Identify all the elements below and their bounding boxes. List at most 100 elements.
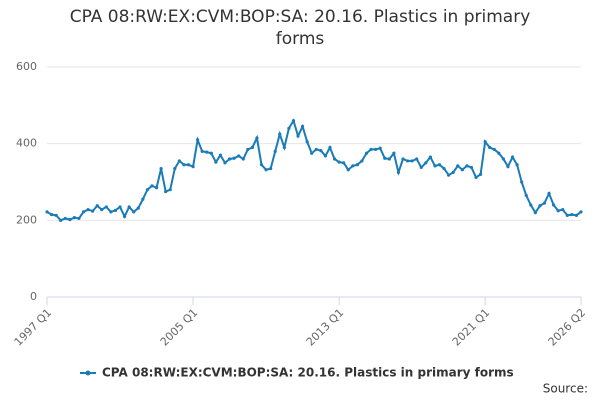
- point: [72, 216, 76, 220]
- y-tick-label: 200: [16, 213, 37, 226]
- point: [497, 151, 501, 155]
- point: [136, 206, 140, 210]
- y-tick-label: 400: [16, 137, 37, 150]
- point: [437, 163, 442, 167]
- point: [410, 159, 414, 163]
- point: [118, 205, 122, 209]
- x-tick-label: 2005 Q1: [158, 306, 201, 349]
- point: [374, 147, 378, 152]
- point: [401, 157, 405, 161]
- point: [241, 157, 245, 161]
- point: [132, 210, 136, 214]
- point: [533, 211, 537, 215]
- point: [81, 210, 86, 214]
- point: [538, 204, 542, 208]
- point: [510, 155, 515, 159]
- point: [49, 212, 54, 217]
- point: [186, 163, 191, 167]
- source: Source:: [543, 382, 588, 396]
- point: [200, 149, 204, 153]
- point: [68, 217, 72, 222]
- point: [237, 154, 241, 158]
- point: [428, 155, 432, 159]
- point: [91, 209, 95, 213]
- point: [45, 210, 49, 214]
- point: [474, 175, 478, 179]
- point: [360, 159, 364, 163]
- point: [159, 166, 163, 171]
- point: [122, 214, 127, 219]
- point: [319, 148, 323, 153]
- y-tick-label: 600: [16, 60, 37, 73]
- point: [86, 208, 90, 212]
- point: [145, 188, 150, 192]
- point: [305, 140, 309, 144]
- point: [109, 210, 113, 214]
- point: [150, 184, 154, 188]
- x-tick-label: 2021 Q1: [450, 306, 493, 349]
- point: [442, 166, 446, 171]
- x-tick-label: 2013 Q1: [304, 306, 347, 349]
- point: [127, 205, 131, 209]
- point: [396, 170, 401, 175]
- point: [383, 156, 387, 160]
- point: [287, 126, 291, 130]
- series-line: [46, 118, 582, 222]
- point: [173, 166, 177, 171]
- point: [364, 151, 369, 155]
- point: [332, 157, 337, 161]
- point: [556, 209, 560, 213]
- point: [104, 205, 108, 209]
- point: [310, 151, 314, 155]
- point: [392, 151, 396, 155]
- point: [196, 138, 200, 142]
- chart-title: CPA 08:RW:EX:CVM:BOP:SA: 20.16. Plastics…: [69, 7, 531, 49]
- point: [483, 140, 487, 144]
- point: [515, 163, 519, 167]
- point: [246, 147, 250, 152]
- point: [154, 186, 159, 190]
- legend-label: CPA 08:RW:EX:CVM:BOP:SA: 20.16. Plastics…: [102, 366, 514, 380]
- point: [191, 165, 195, 169]
- point: [269, 166, 273, 171]
- point: [552, 203, 556, 207]
- point: [54, 213, 58, 217]
- point: [506, 165, 510, 169]
- point: [447, 173, 451, 177]
- point: [492, 147, 496, 152]
- point: [177, 159, 181, 163]
- point: [100, 208, 104, 212]
- point: [205, 150, 209, 154]
- point: [369, 147, 373, 152]
- point: [529, 203, 533, 207]
- point: [451, 170, 455, 175]
- point: [424, 161, 428, 165]
- point: [273, 149, 277, 153]
- point: [259, 163, 264, 167]
- point: [63, 216, 67, 221]
- point: [95, 204, 99, 208]
- point: [387, 157, 391, 161]
- y-tick-label: 0: [30, 290, 37, 303]
- point: [579, 210, 583, 214]
- point: [182, 163, 186, 167]
- point: [337, 160, 341, 164]
- point: [282, 145, 286, 150]
- point: [520, 180, 524, 184]
- point: [218, 153, 223, 157]
- point: [264, 168, 268, 172]
- point: [565, 213, 569, 217]
- point: [323, 154, 328, 158]
- point: [291, 119, 296, 123]
- point: [214, 160, 218, 164]
- point: [542, 201, 547, 205]
- x-tick-label: 2026 Q2: [546, 306, 589, 349]
- point: [314, 147, 318, 152]
- point: [460, 168, 464, 172]
- point: [346, 168, 350, 172]
- point: [561, 208, 565, 212]
- point: [209, 151, 213, 155]
- point: [351, 164, 355, 168]
- point: [355, 163, 359, 167]
